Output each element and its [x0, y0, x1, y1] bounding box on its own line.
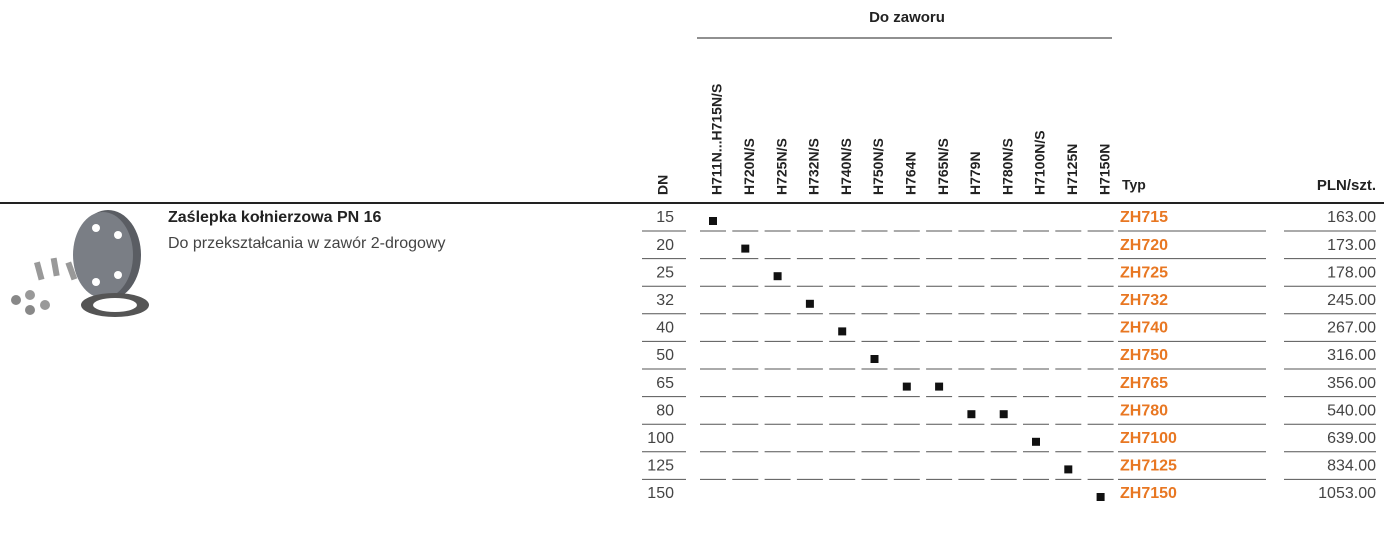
dn-cell: 125 — [647, 458, 674, 475]
type-cell: ZH7125 — [1120, 458, 1177, 475]
type-cell: ZH780 — [1120, 402, 1168, 419]
product-image — [11, 210, 149, 317]
price-cell: 540.00 — [1327, 402, 1376, 419]
price-cell: 173.00 — [1327, 237, 1376, 254]
valve-header: H725N/S — [773, 138, 789, 195]
type-cell: ZH7150 — [1120, 485, 1177, 502]
valve-header: H732N/S — [806, 138, 822, 195]
dn-cell: 80 — [656, 402, 674, 419]
type-header: Typ — [1122, 177, 1146, 193]
type-cell: ZH750 — [1120, 347, 1168, 364]
marker — [709, 217, 717, 225]
valve-header: H7100N/S — [1032, 130, 1048, 195]
valve-header: H764N — [903, 151, 919, 195]
price-cell: 267.00 — [1327, 320, 1376, 337]
marker — [741, 244, 750, 253]
marker — [838, 327, 847, 336]
dn-cell: 65 — [656, 375, 674, 392]
marker — [999, 410, 1008, 419]
valve-header: H7150N — [1096, 144, 1112, 195]
dn-cell: 32 — [656, 292, 674, 309]
valve-header: H7125N — [1064, 144, 1080, 195]
dn-cell: 100 — [647, 430, 674, 447]
price-cell: 178.00 — [1327, 264, 1376, 281]
valve-header: H740N/S — [838, 138, 854, 195]
price-cell: 316.00 — [1327, 347, 1376, 364]
type-cell: ZH765 — [1120, 375, 1168, 392]
product-title: Zaślepka kołnierzowa PN 16 — [168, 209, 382, 226]
type-cell: ZH725 — [1120, 264, 1168, 281]
dn-header: DN — [655, 175, 671, 195]
type-cell: ZH732 — [1120, 292, 1168, 309]
type-cell: ZH740 — [1120, 320, 1168, 337]
price-header: PLN/szt. — [1317, 177, 1376, 194]
dn-cell: 50 — [656, 347, 674, 364]
marker — [935, 382, 944, 391]
marker — [1032, 437, 1040, 446]
marker — [1064, 465, 1073, 474]
valve-header: H720N/S — [741, 138, 757, 195]
dn-cell: 15 — [656, 209, 674, 226]
type-cell: ZH715 — [1120, 209, 1168, 226]
valve-header: H780N/S — [999, 138, 1015, 195]
marker — [870, 355, 879, 363]
price-cell: 163.00 — [1327, 209, 1376, 226]
valve-header: H750N/S — [870, 138, 886, 195]
type-cell: ZH7100 — [1120, 430, 1177, 447]
valve-header: H711N...H715N/S — [709, 84, 725, 195]
dn-cell: 40 — [656, 320, 674, 337]
valve-header: H765N/S — [935, 138, 951, 195]
valve-header: H779N — [967, 151, 983, 195]
group-header: Do zaworu — [869, 9, 945, 26]
price-cell: 834.00 — [1327, 458, 1376, 475]
price-cell: 639.00 — [1327, 430, 1376, 447]
product-subtitle: Do przekształcania w zawór 2-drogowy — [168, 235, 445, 252]
dn-cell: 25 — [656, 264, 674, 281]
marker — [805, 299, 814, 308]
price-cell: 245.00 — [1327, 292, 1376, 309]
marker — [902, 382, 911, 391]
dn-cell: 20 — [656, 237, 674, 254]
price-cell: 1053.00 — [1318, 485, 1376, 502]
marker — [967, 410, 976, 419]
dn-cell: 150 — [647, 485, 674, 502]
marker — [1096, 493, 1105, 501]
marker — [773, 272, 782, 281]
type-cell: ZH720 — [1120, 237, 1168, 254]
price-cell: 356.00 — [1327, 375, 1376, 392]
